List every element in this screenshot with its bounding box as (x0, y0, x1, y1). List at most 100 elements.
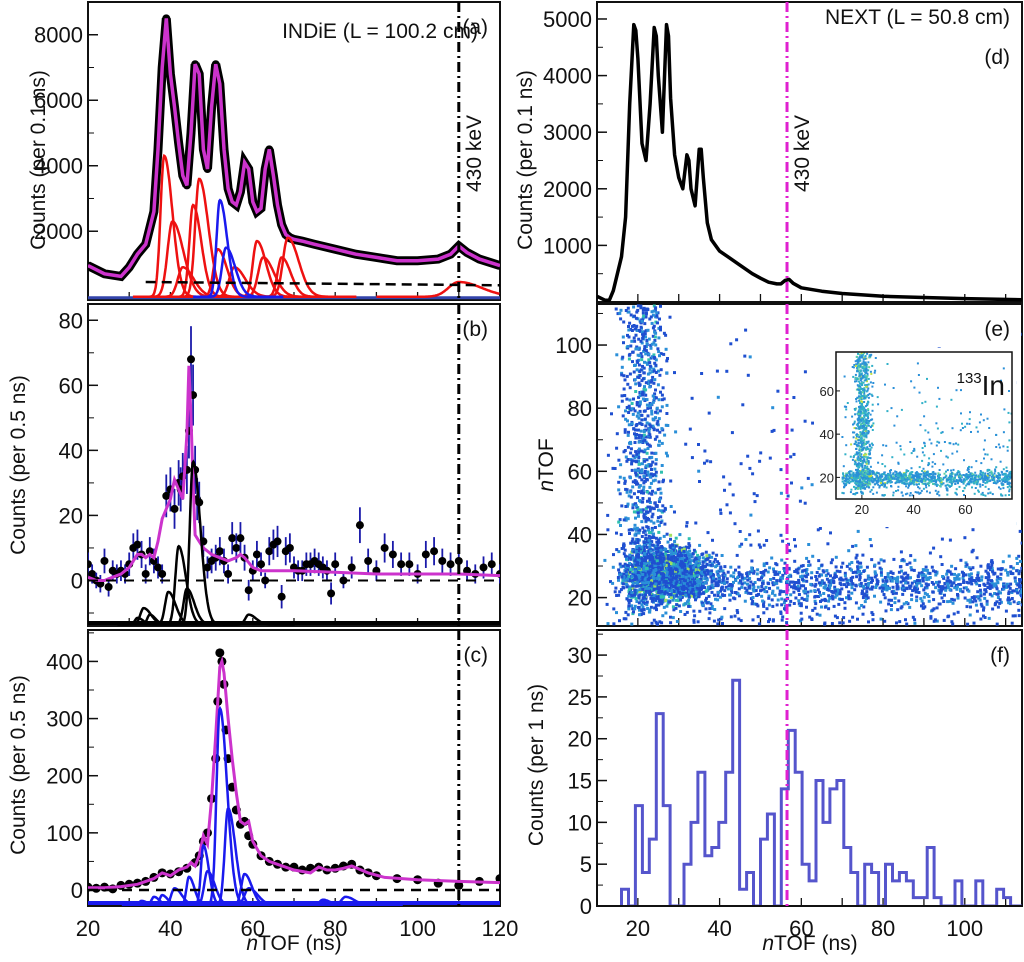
heatmap-dot (730, 591, 734, 594)
heatmap-dot (899, 550, 903, 554)
heatmap-dot (1011, 614, 1015, 618)
heatmap-dot (845, 585, 849, 589)
heatmap-dot (672, 543, 676, 547)
heatmap-dot (631, 454, 635, 458)
heatmap-dot (913, 618, 917, 622)
heatmap-dot (670, 557, 674, 561)
heatmap-dot (640, 491, 643, 495)
heatmap-dot (837, 602, 841, 606)
heatmap-dot (910, 593, 914, 597)
heatmap-dot (619, 463, 623, 467)
heatmap-dot (781, 615, 785, 619)
heatmap-dot (710, 583, 714, 587)
heatmap-dot (979, 591, 983, 595)
heatmap-dot (625, 557, 628, 560)
heatmap-dot (626, 565, 630, 569)
heatmap-dot (838, 581, 842, 585)
heatmap-dot (827, 607, 831, 611)
heatmap-dot (962, 581, 966, 584)
heatmap-dot (854, 544, 858, 548)
heatmap-dot (627, 587, 631, 591)
heatmap-dot (669, 621, 673, 625)
heatmap-dot (643, 573, 647, 577)
heatmap-dot (713, 608, 717, 611)
heatmap-dot (622, 374, 626, 378)
heatmap-dot (762, 543, 766, 547)
data-point (203, 563, 212, 572)
heatmap-dot (672, 582, 676, 585)
heatmap-dot (913, 586, 917, 590)
heatmap-dot (640, 434, 644, 438)
x-tick-label: 120 (482, 916, 519, 941)
heatmap-dot (717, 562, 721, 566)
heatmap-dot (647, 404, 651, 408)
heatmap-dot (850, 561, 854, 564)
heatmap-dot (750, 602, 754, 606)
heatmap-dot (841, 578, 845, 582)
heatmap-dot (649, 507, 652, 511)
heatmap-dot (644, 533, 648, 537)
heatmap-dot (627, 404, 631, 408)
heatmap-dot (909, 566, 913, 570)
heatmap-dot (687, 558, 691, 562)
heatmap-dot (723, 607, 727, 611)
heatmap-dot (647, 572, 651, 576)
heatmap-dot (643, 583, 647, 586)
heatmap-dot (778, 592, 782, 596)
inset-dot (860, 372, 863, 375)
heatmap-dot (654, 358, 658, 362)
heatmap-dot (748, 466, 752, 470)
heatmap-dot (756, 568, 760, 572)
heatmap-dot (912, 588, 916, 592)
heatmap-dot (649, 403, 653, 406)
heatmap-dot (622, 542, 626, 546)
heatmap-dot (876, 582, 880, 586)
heatmap-dot (793, 559, 797, 563)
heatmap-dot (810, 483, 814, 487)
heatmap-dot (642, 608, 646, 612)
heatmap-dot (911, 589, 915, 593)
heatmap-dot (656, 419, 660, 423)
heatmap-dot (833, 614, 837, 618)
heatmap-dot (708, 611, 712, 615)
heatmap-dot (715, 369, 719, 373)
heatmap-dot (615, 531, 618, 535)
heatmap-dot (697, 592, 701, 596)
heatmap-dot (629, 568, 633, 572)
heatmap-dot (700, 574, 704, 578)
heatmap-dot (768, 586, 771, 590)
heatmap-dot (643, 581, 647, 585)
heatmap-dot (880, 589, 884, 593)
heatmap-dot (674, 576, 678, 580)
heatmap-dot (736, 576, 740, 580)
heatmap-dot (643, 345, 647, 349)
y-tick-label: 200 (46, 764, 83, 789)
heatmap-dot (709, 563, 713, 567)
spectrum-line (597, 22, 1022, 302)
heatmap-dot (965, 580, 969, 584)
heatmap-dot (783, 569, 786, 573)
heatmap-dot (789, 585, 793, 589)
heatmap-dot (762, 611, 766, 615)
heatmap-dot (650, 621, 654, 625)
heatmap-dot (655, 422, 659, 426)
heatmap-dot (635, 359, 639, 363)
heatmap-dot (637, 416, 641, 420)
heatmap-dot (630, 329, 634, 332)
heatmap-dot (699, 578, 703, 581)
heatmap-dot (882, 593, 886, 596)
heatmap-dot (953, 586, 957, 590)
heatmap-dot (799, 575, 803, 579)
heatmap-dot (922, 595, 926, 599)
heatmap-dot (629, 599, 633, 602)
heatmap-dot (661, 598, 665, 602)
heatmap-dot (710, 578, 714, 582)
heatmap-dot (729, 574, 733, 578)
heatmap-dot (640, 418, 644, 422)
heatmap-dot (645, 490, 649, 494)
heatmap-dot (942, 587, 945, 591)
heatmap-dot (630, 554, 634, 558)
heatmap-dot (642, 306, 646, 310)
heatmap-dot (778, 579, 782, 583)
heatmap-dot (678, 592, 682, 596)
